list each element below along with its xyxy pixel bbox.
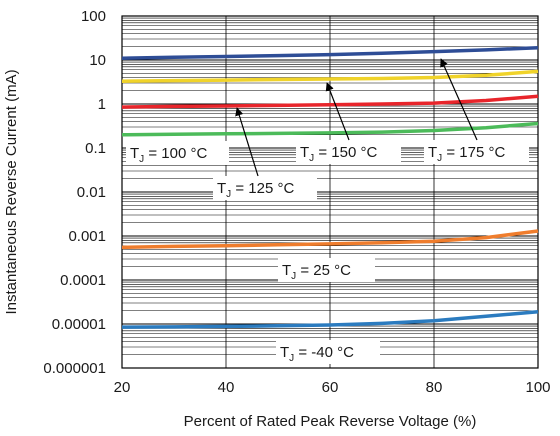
series-annotation: TJ = -40 °C (276, 340, 380, 364)
annotations: TJ = 100 °C TJ = 125 °C TJ = 150 °C TJ = 17… (126, 58, 529, 364)
plot-frame (121, 15, 539, 369)
series-annotation: TJ = 100 °C (126, 141, 229, 165)
major-gridlines (121, 15, 539, 369)
y-tick-label: 100 (81, 8, 106, 25)
series-annotation: TJ = 125 °C (213, 107, 317, 200)
annotation-arrow (325, 82, 350, 141)
annotation-arrow (235, 107, 259, 177)
x-tick-label: 40 (218, 379, 235, 396)
series-label: TJ = 100 °C (130, 145, 207, 165)
annotation-box (296, 140, 401, 164)
series-label: TJ = 175 °C (428, 144, 505, 164)
y-tick-label: 0.0001 (60, 272, 106, 289)
series-lines (121, 45, 539, 329)
annotation-box (424, 140, 529, 164)
y-tick-label: 0.001 (68, 228, 106, 245)
y-tick-label: 0.01 (77, 184, 106, 201)
annotation-box (278, 258, 375, 282)
y-tick-label: 0.000001 (43, 360, 106, 377)
y-tick-label: 1 (98, 96, 106, 113)
series-label: TJ = 125 °C (217, 180, 294, 200)
series-label: TJ = 150 °C (300, 144, 377, 164)
x-tick-label: 100 (525, 379, 550, 396)
series-line (121, 309, 539, 329)
series-label: TJ = 25 °C (282, 262, 351, 282)
y-tick-label: 10 (89, 52, 106, 69)
y-tick-labels: 0.000001 0.00001 0.0001 0.001 0.01 0.1 1 10 100 (43, 8, 106, 377)
series-line (121, 69, 539, 83)
series-annotation: TJ = 150 °C (296, 82, 401, 164)
series-annotation: TJ = 175 °C (424, 58, 529, 164)
x-axis-title: Percent of Rated Peak Reverse Voltage (%… (184, 413, 477, 430)
x-tick-label: 20 (114, 379, 131, 396)
annotation-arrow (440, 58, 478, 141)
series-label: TJ = -40 °C (280, 344, 354, 364)
series-line (121, 229, 539, 250)
x-tick-labels: 20 40 60 80 100 (114, 379, 551, 396)
y-axis-title: Instantaneous Reverse Current (mA) (3, 69, 20, 314)
series-annotation: TJ = 25 °C (278, 258, 375, 282)
x-tick-label: 80 (426, 379, 443, 396)
annotation-box (276, 340, 380, 364)
series-line (121, 45, 539, 60)
series-line (121, 94, 539, 109)
annotation-box (213, 176, 317, 200)
x-tick-label: 60 (322, 379, 339, 396)
annotation-box (126, 141, 229, 165)
y-tick-label: 0.1 (85, 140, 106, 157)
y-tick-label: 0.00001 (52, 316, 106, 333)
series-line (121, 121, 539, 137)
